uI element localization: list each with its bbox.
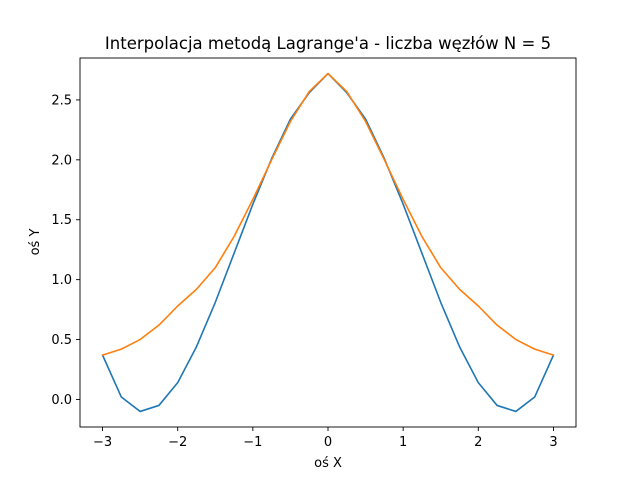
x-tick-label: −2 (168, 435, 187, 450)
x-axis-label: oś X (314, 456, 342, 471)
y-axis: 0.0 0.5 1.0 1.5 2.0 2.5 (51, 93, 80, 408)
x-tick-label: 3 (549, 435, 557, 450)
series-line-2 (101, 72, 555, 356)
y-tick-label: 2.0 (51, 153, 72, 168)
x-tick-label: 2 (474, 435, 482, 450)
y-tick-label: 1.0 (51, 273, 72, 288)
x-tick-label: 1 (399, 435, 407, 450)
y-axis-label: oś Y (28, 229, 43, 256)
x-tick-label: −1 (243, 435, 262, 450)
x-axis: −3 −2 −1 0 1 2 3 (93, 427, 558, 450)
y-tick-label: 0.5 (51, 333, 72, 348)
plot-area-frame (79, 57, 577, 428)
y-tick-label: 2.5 (51, 93, 72, 108)
y-tick-label: 1.5 (51, 213, 72, 228)
x-tick-label: −3 (93, 435, 112, 450)
chart-title: Interpolacja metodą Lagrange'a - liczba … (105, 34, 551, 53)
series-layer (101, 72, 555, 413)
y-tick-label: 0.0 (51, 393, 72, 408)
x-tick-label: 0 (324, 435, 332, 450)
